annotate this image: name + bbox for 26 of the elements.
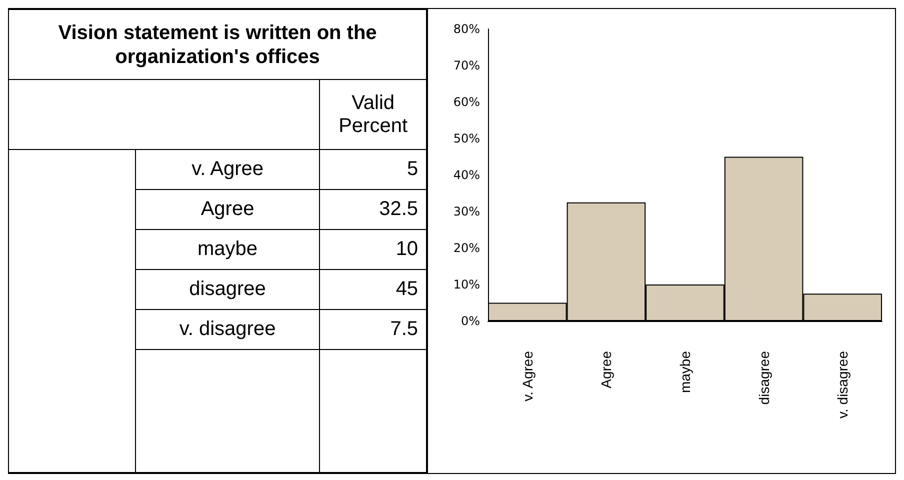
- category-label: maybe: [136, 230, 320, 270]
- x-tick-label: v. disagree: [834, 350, 851, 418]
- y-tick-label: 10%: [453, 278, 480, 292]
- y-tick-label: 40%: [453, 168, 480, 182]
- category-label: Agree: [136, 190, 320, 230]
- x-tick-label: disagree: [756, 350, 772, 405]
- y-tick-label: 0%: [461, 314, 480, 328]
- y-tick-label: 30%: [453, 204, 480, 218]
- text: 5: [406, 158, 418, 180]
- text: 7.5: [390, 318, 418, 340]
- category-label: v. Agree: [136, 150, 320, 190]
- category-label: v. disagree: [136, 310, 320, 350]
- y-tick-label: 70%: [453, 58, 480, 72]
- category-label: disagree: [136, 270, 320, 310]
- x-tick-label: v. Agree: [519, 350, 536, 402]
- y-tick-label: 50%: [453, 132, 480, 146]
- y-tick-label: 80%: [453, 22, 480, 36]
- text: 32.5: [379, 198, 418, 220]
- x-tick-label: maybe: [677, 350, 694, 394]
- text: 10: [396, 238, 418, 260]
- y-tick-label: 20%: [453, 241, 480, 255]
- text: 45: [396, 278, 418, 300]
- text: Valid Percent: [320, 80, 427, 150]
- y-tick-label: 60%: [453, 95, 480, 109]
- text: Vision statement is written on the organization's offices: [8, 10, 427, 80]
- x-tick-label: Agree: [598, 350, 614, 388]
